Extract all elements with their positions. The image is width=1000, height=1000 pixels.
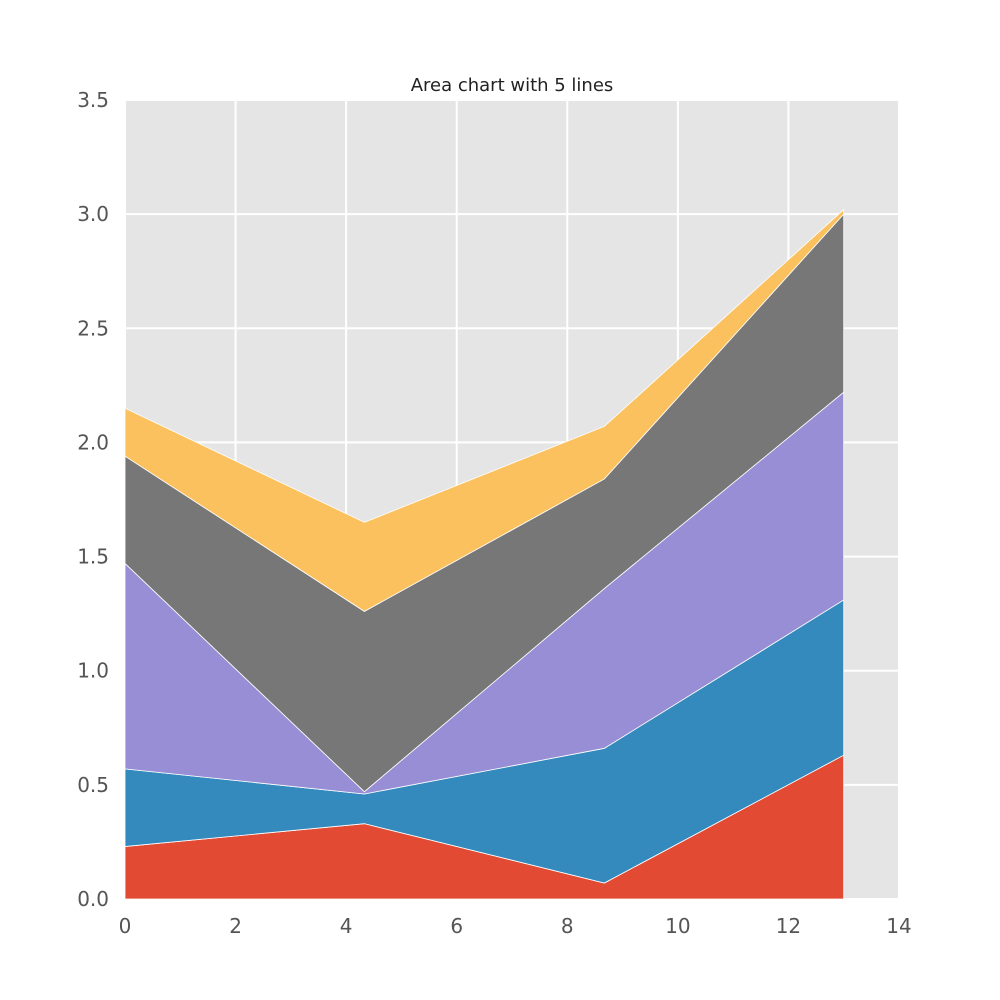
chart-title: Area chart with 5 lines [411, 75, 614, 96]
y-tick-label: 3.5 [77, 88, 109, 112]
x-tick-label: 2 [229, 914, 242, 938]
y-tick-label: 2.0 [77, 430, 109, 454]
y-tick-label: 1.0 [77, 659, 109, 683]
x-tick-label: 12 [776, 914, 801, 938]
y-tick-label: 0.5 [77, 773, 109, 797]
stacked-areas [124, 208, 845, 900]
x-tick-label: 14 [886, 914, 911, 938]
y-tick-label: 1.5 [77, 545, 109, 569]
x-tick-label: 0 [119, 914, 132, 938]
y-tick-label: 0.0 [77, 887, 109, 911]
y-tick-label: 2.5 [77, 316, 109, 340]
x-tick-label: 8 [561, 914, 574, 938]
x-tick-label: 10 [665, 914, 690, 938]
area-series-5 [124, 208, 845, 612]
y-tick-label: 3.0 [77, 202, 109, 226]
x-tick-label: 4 [340, 914, 353, 938]
x-axis-ticks: 0 2 4 6 8 10 12 14 [119, 914, 912, 938]
x-tick-label: 6 [450, 914, 463, 938]
y-axis-ticks: 0.0 0.5 1.0 1.5 2.0 2.5 3.0 3.5 [77, 88, 109, 911]
